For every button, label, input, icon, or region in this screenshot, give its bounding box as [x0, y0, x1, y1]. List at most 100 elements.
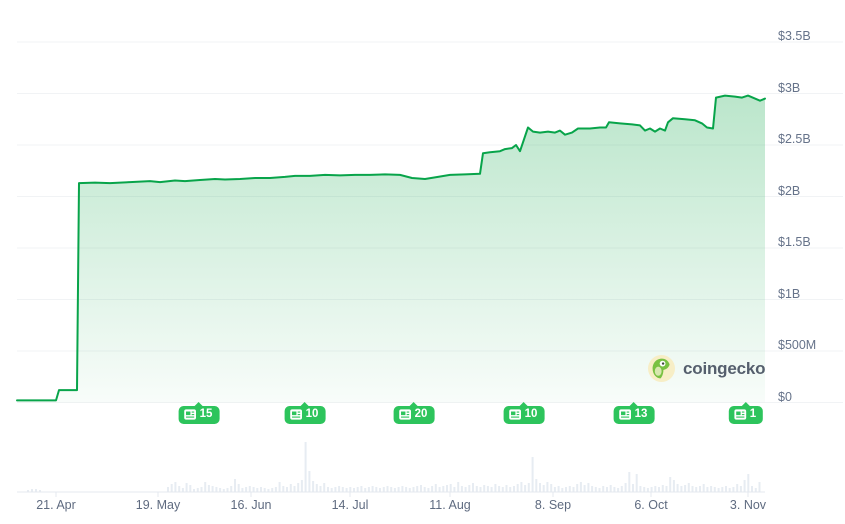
volume-bar — [513, 486, 515, 492]
volume-bar — [565, 487, 567, 492]
volume-bar — [360, 486, 363, 492]
volume-bar — [501, 487, 504, 492]
volume-bar — [728, 488, 731, 492]
y-tick-label: $500M — [778, 338, 817, 352]
volume-bar — [226, 488, 229, 492]
volume-bar — [286, 487, 288, 492]
volume-bar — [222, 489, 225, 492]
volume-bar — [219, 488, 222, 492]
volume-bar — [579, 482, 582, 492]
volume-bar — [431, 486, 434, 492]
x-tick-label: 21. Apr — [36, 498, 76, 512]
y-tick-label: $2B — [778, 183, 801, 198]
news-event-badge[interactable]: 20 — [393, 402, 435, 424]
volume-bar — [371, 486, 374, 492]
newspaper-icon — [619, 409, 631, 420]
volume-bar — [620, 486, 623, 492]
volume-bar — [509, 487, 512, 492]
volume-bar — [230, 486, 233, 492]
volume-bar — [300, 480, 303, 492]
volume-bar — [353, 488, 355, 492]
x-tick-label: 8. Sep — [534, 498, 572, 512]
y-tick-label: $0 — [778, 389, 792, 404]
volume-bar — [706, 487, 709, 492]
volume-bar — [457, 482, 460, 492]
volume-bar — [553, 487, 556, 492]
volume-bar — [382, 487, 385, 492]
volume-bar — [751, 486, 753, 492]
news-event-badge[interactable]: 13 — [613, 402, 655, 424]
y-tick-label: $1B — [778, 286, 801, 301]
volume-bar — [713, 487, 716, 492]
volume-bar — [367, 487, 370, 492]
y-tick-label: $2.5B — [778, 132, 811, 146]
volume-bar — [736, 484, 739, 492]
volume-bar — [375, 487, 378, 492]
volume-bar — [215, 487, 218, 492]
volume-bar — [207, 485, 210, 492]
volume-bar — [204, 482, 207, 492]
volume-bar — [684, 485, 687, 492]
volume-bar — [408, 488, 411, 492]
newspaper-icon — [399, 409, 411, 420]
news-event-badge[interactable]: 1 — [728, 402, 764, 424]
x-tick-label: 16. Jun — [230, 498, 272, 512]
volume-bar — [498, 486, 501, 492]
coingecko-watermark-text: coingecko — [683, 358, 766, 378]
volume-bar — [661, 485, 664, 492]
area-fill — [17, 95, 765, 403]
volume-bar — [241, 488, 244, 492]
volume-bar — [743, 480, 746, 492]
volume-bar — [174, 482, 177, 492]
volume-bar — [189, 485, 192, 492]
volume-bar — [721, 487, 724, 492]
x-tick-label: 19. May — [135, 498, 181, 512]
news-event-badge[interactable]: 10 — [503, 402, 545, 424]
volume-bar — [486, 486, 489, 492]
news-event-badge[interactable]: 15 — [178, 402, 220, 424]
volume-bar — [635, 474, 638, 492]
volume-bar — [304, 442, 307, 492]
volume-bar — [196, 488, 199, 492]
volume-bar — [274, 487, 277, 492]
volume-bar — [472, 483, 474, 492]
volume-bar — [699, 486, 701, 492]
volume-bar — [568, 486, 571, 492]
badge-count: 10 — [305, 408, 319, 420]
volume-bar — [732, 487, 735, 492]
volume-bar — [520, 482, 523, 492]
volume-bar — [334, 487, 337, 492]
volume-bar — [602, 486, 605, 492]
volume-bar — [256, 488, 259, 492]
volume-bar — [401, 486, 404, 492]
volume-bar — [654, 486, 657, 492]
volume-bar — [505, 485, 508, 492]
volume-bar — [427, 488, 430, 492]
volume-bar — [725, 486, 727, 492]
volume-bar — [31, 489, 33, 492]
volume-bar — [490, 487, 493, 492]
volume-bar — [278, 482, 281, 492]
volume-bar — [35, 489, 37, 492]
volume-bar — [293, 486, 296, 492]
volume-bar — [234, 479, 236, 492]
volume-bar — [550, 484, 553, 492]
volume-bar — [27, 490, 29, 492]
volume-bar — [557, 486, 560, 492]
volume-bar — [315, 484, 318, 492]
volume-bar — [341, 487, 344, 492]
volume-bar — [405, 487, 408, 492]
volume-bar — [665, 486, 668, 492]
volume-bar — [167, 487, 169, 492]
volume-bar — [338, 486, 341, 492]
volume-bar — [691, 486, 694, 492]
volume-bar — [539, 483, 541, 492]
newspaper-icon — [184, 409, 196, 420]
volume-bar — [349, 487, 352, 492]
volume-bar — [379, 488, 381, 492]
volume-bar — [542, 485, 545, 492]
volume-bar — [717, 488, 720, 492]
news-event-badge[interactable]: 10 — [284, 402, 326, 424]
